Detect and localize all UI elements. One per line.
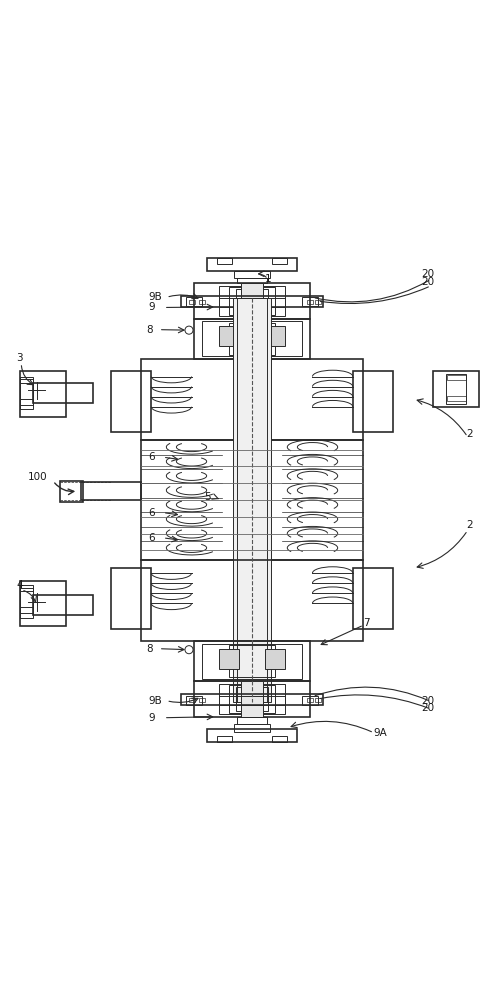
Bar — [186, 696, 202, 705]
Bar — [353, 371, 393, 432]
Bar — [186, 297, 202, 306]
Bar — [111, 371, 151, 432]
Bar — [199, 300, 205, 304]
Bar — [111, 568, 151, 629]
Bar — [141, 560, 363, 641]
Bar — [141, 440, 363, 560]
Bar — [181, 694, 323, 705]
Text: 20: 20 — [421, 703, 434, 713]
Bar — [315, 300, 321, 304]
Text: 9: 9 — [149, 713, 155, 723]
Bar — [302, 297, 318, 306]
Bar — [265, 649, 285, 669]
Bar — [207, 258, 297, 271]
Bar — [236, 687, 268, 711]
Bar — [217, 258, 232, 264]
Bar — [234, 724, 270, 732]
Bar — [217, 736, 232, 742]
Text: 6: 6 — [149, 508, 155, 518]
Text: 9B: 9B — [149, 696, 162, 706]
Bar — [229, 685, 275, 713]
Bar — [20, 588, 33, 618]
Text: 6: 6 — [149, 533, 155, 543]
Text: 7: 7 — [363, 618, 369, 628]
Bar — [202, 321, 302, 356]
Bar — [194, 681, 310, 717]
Text: 9: 9 — [149, 302, 155, 312]
Text: 20: 20 — [421, 269, 434, 279]
Bar — [20, 399, 33, 405]
Text: 4: 4 — [16, 580, 23, 590]
Bar — [229, 287, 275, 315]
Text: 2: 2 — [466, 520, 473, 530]
Bar — [202, 644, 302, 679]
Bar — [447, 375, 466, 380]
Bar — [447, 396, 466, 401]
Bar — [194, 319, 310, 359]
Text: 5: 5 — [204, 492, 211, 502]
Bar — [219, 649, 239, 669]
Bar — [81, 482, 141, 500]
Text: 6: 6 — [149, 452, 155, 462]
Bar — [20, 379, 33, 409]
Bar — [199, 698, 205, 702]
Bar — [219, 326, 239, 346]
Text: 20: 20 — [421, 277, 434, 287]
Bar — [353, 568, 393, 629]
Text: 2: 2 — [466, 429, 473, 439]
Bar — [181, 296, 323, 307]
Bar — [272, 736, 287, 742]
Bar — [237, 717, 267, 724]
Text: 8: 8 — [146, 325, 153, 335]
Bar — [20, 607, 33, 613]
Bar — [234, 271, 270, 278]
Bar — [302, 696, 318, 705]
Bar — [265, 326, 285, 346]
Text: 9B: 9B — [149, 292, 162, 302]
Bar — [233, 298, 271, 702]
Bar — [219, 286, 285, 316]
Bar — [307, 698, 313, 702]
Bar — [229, 323, 275, 355]
Bar — [189, 698, 195, 702]
Bar — [33, 595, 93, 615]
Bar — [241, 681, 263, 717]
Text: 8: 8 — [146, 644, 153, 654]
Bar — [229, 645, 275, 677]
Bar — [141, 359, 363, 440]
Bar — [219, 684, 285, 714]
Text: 100: 100 — [28, 472, 47, 482]
Bar — [237, 278, 267, 283]
Bar — [219, 696, 285, 705]
Bar — [20, 371, 66, 417]
Bar — [219, 298, 285, 307]
Bar — [194, 641, 310, 681]
Text: 1: 1 — [265, 274, 271, 284]
Bar — [20, 581, 66, 626]
Bar — [307, 300, 313, 304]
Bar — [207, 729, 297, 742]
Bar — [241, 283, 263, 319]
Bar — [20, 585, 33, 591]
Bar — [433, 371, 479, 407]
Bar — [236, 289, 268, 313]
Bar — [237, 298, 267, 702]
Bar — [272, 258, 287, 264]
Bar — [189, 300, 195, 304]
Bar — [60, 481, 83, 502]
Bar — [315, 698, 321, 702]
Text: 20: 20 — [421, 696, 434, 706]
Bar — [446, 374, 466, 404]
Bar — [20, 377, 33, 383]
Text: 3: 3 — [16, 353, 23, 363]
Text: 9A: 9A — [373, 728, 387, 738]
Bar — [33, 383, 93, 403]
Bar — [194, 283, 310, 319]
